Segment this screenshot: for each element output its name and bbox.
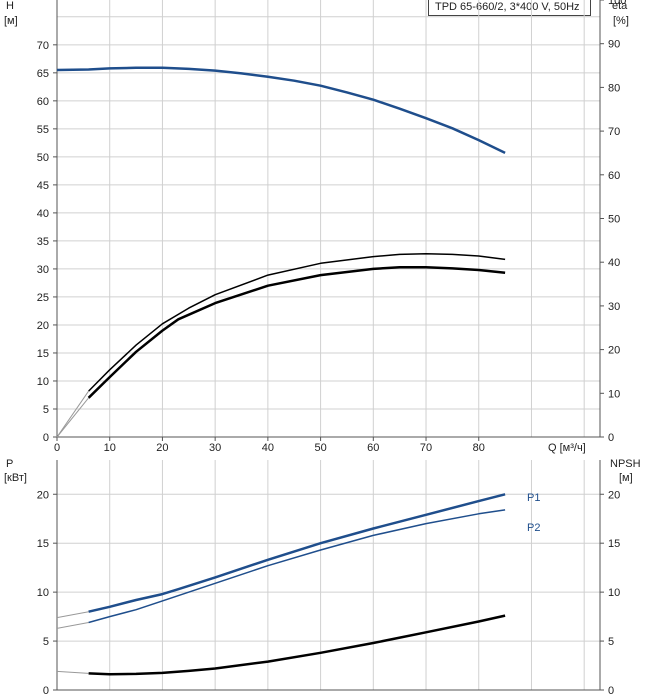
series-eta-extrapolation: [56, 397, 90, 438]
y2-axis-unit: [м]: [619, 472, 633, 484]
x-tick-label: 60: [367, 442, 379, 454]
y-tick-label: 15: [37, 348, 49, 360]
y2-axis-title: eta: [612, 0, 628, 12]
series-label-p1: P1: [527, 492, 540, 504]
series-npsh-extrapolation: [56, 670, 89, 674]
y-axis-title: P: [6, 458, 13, 470]
x-tick-label: 70: [420, 442, 432, 454]
y2-tick-label: 40: [608, 257, 620, 269]
x-tick-label: 50: [314, 442, 326, 454]
y-tick-label: 45: [37, 180, 49, 192]
y-tick-label: 25: [37, 292, 49, 304]
y2-tick-label: 80: [608, 82, 620, 94]
y-tick-label: 40: [37, 208, 49, 220]
y2-tick-label: 10: [608, 388, 620, 400]
y-tick-label: 15: [37, 538, 49, 550]
y-tick-label: 20: [37, 489, 49, 501]
y2-axis-unit: [%]: [613, 15, 629, 27]
y2-axis-title: NPSH: [610, 458, 641, 470]
y2-tick-label: 20: [608, 345, 620, 357]
y2-tick-label: 70: [608, 126, 620, 138]
y-tick-label: 55: [37, 124, 49, 136]
y2-tick-label: 30: [608, 301, 620, 313]
y-tick-label: 5: [43, 636, 49, 648]
series-eta2-extrapolation: [56, 390, 90, 438]
y2-tick-label: 5: [608, 636, 614, 648]
y-tick-label: 10: [37, 376, 49, 388]
y-tick-label: 50: [37, 152, 49, 164]
y-tick-label: 65: [37, 68, 49, 80]
series-eta2-line: [88, 253, 506, 392]
x-tick-label: 0: [54, 442, 60, 454]
y-axis-title: H: [6, 0, 14, 12]
y-tick-label: 30: [37, 264, 49, 276]
y-tick-label: 35: [37, 236, 49, 248]
x-tick-label: 40: [262, 442, 274, 454]
y2-tick-label: 60: [608, 170, 620, 182]
y-tick-label: 10: [37, 587, 49, 599]
series-h-line: [56, 66, 506, 155]
y-tick-label: 0: [43, 685, 49, 697]
y-axis-unit: [м]: [4, 15, 18, 27]
y2-tick-label: 0: [608, 432, 614, 444]
x-tick-label: 30: [209, 442, 221, 454]
series-p1-line: [88, 493, 506, 613]
y2-tick-label: 10: [608, 587, 620, 599]
y-tick-label: 70: [37, 40, 49, 52]
y-tick-label: 0: [43, 432, 49, 444]
series-p1-extrapolation: [56, 611, 89, 619]
y-axis-unit: [кВт]: [4, 472, 27, 484]
series-eta-line: [87, 265, 506, 399]
series-p2-line: [88, 509, 506, 624]
chart-title-box: TPD 65-660/2, 3*400 V, 50Hz: [428, 0, 591, 16]
y2-tick-label: 0: [608, 685, 614, 697]
series-label-p2: P2: [527, 522, 540, 534]
y2-tick-label: 90: [608, 39, 620, 51]
series-npsh-line: [88, 614, 506, 676]
y-tick-label: 5: [43, 404, 49, 416]
y2-tick-label: 20: [608, 489, 620, 501]
y2-tick-label: 15: [608, 538, 620, 550]
series-p2-extrapolation: [56, 621, 89, 629]
x-axis-title: Q [м³/ч]: [548, 442, 586, 454]
x-tick-label: 80: [473, 442, 485, 454]
y2-tick-label: 50: [608, 214, 620, 226]
x-tick-label: 20: [156, 442, 168, 454]
y-tick-label: 60: [37, 96, 49, 108]
x-tick-label: 10: [104, 442, 116, 454]
y2-tick-label: 100: [608, 0, 626, 7]
y-tick-label: 20: [37, 320, 49, 332]
